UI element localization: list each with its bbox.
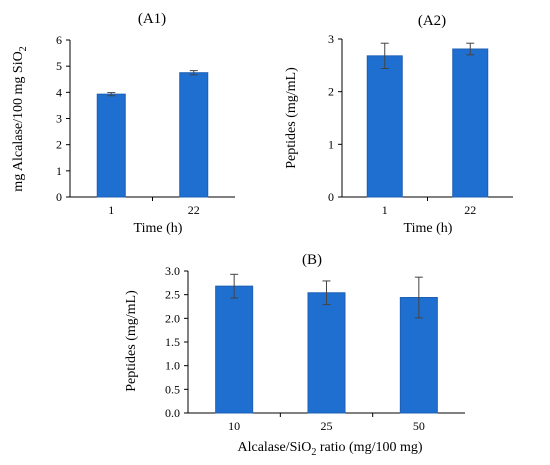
bar xyxy=(179,72,209,198)
error-bar xyxy=(107,92,116,97)
y-tick-label: 2.5 xyxy=(165,288,180,302)
error-bar xyxy=(414,276,423,319)
x-tick-label: 25 xyxy=(321,419,333,433)
x-axis-label: Time (h) xyxy=(134,221,183,236)
bar xyxy=(215,285,254,414)
x-axis-label: Alcalase/SiO2 ratio (mg/100 mg) xyxy=(237,440,422,458)
x-axis-label: Time (h) xyxy=(404,221,453,236)
y-tick-label: 0.5 xyxy=(165,382,180,396)
y-tick-label: 3 xyxy=(56,112,62,126)
y-tick-label: 3.0 xyxy=(165,264,180,278)
chart-title: (B) xyxy=(302,252,322,268)
y-axis-label: Peptides (mg/mL) xyxy=(284,67,299,169)
y-tick-label: 0.0 xyxy=(165,406,180,420)
bar xyxy=(307,292,346,414)
error-bar xyxy=(322,280,331,306)
y-tick-label: 6 xyxy=(56,33,62,47)
chart-panel-a1: (A1) mg Alcalase/100 mg SiO2 Time (h) 0 1… xyxy=(11,11,235,236)
x-tick-label: 10 xyxy=(228,419,240,433)
chart-panel-b: (B) Peptides (mg/mL) Alcalase/SiO2 ratio… xyxy=(124,252,465,458)
y-tick-label: 4 xyxy=(56,85,62,99)
x-tick-label: 1 xyxy=(382,203,388,217)
y-tick-label: 0 xyxy=(328,190,334,204)
x-tick-label: 22 xyxy=(464,203,476,217)
error-bar xyxy=(230,273,239,299)
y-tick-label: 0 xyxy=(56,190,62,204)
chart-title: (A2) xyxy=(418,13,446,29)
y-tick-label: 1 xyxy=(56,164,62,178)
error-bar xyxy=(189,70,198,76)
y-tick-label: 2 xyxy=(56,138,62,152)
error-bar xyxy=(466,42,475,56)
y-tick-label: 2 xyxy=(328,85,334,99)
bar xyxy=(96,93,126,198)
y-tick-label: 1.0 xyxy=(165,359,180,373)
bar xyxy=(366,55,403,198)
x-tick-label: 50 xyxy=(413,419,425,433)
y-tick-label: 5 xyxy=(56,59,62,73)
x-tick-label: 22 xyxy=(188,203,200,217)
y-tick-label: 2.0 xyxy=(165,311,180,325)
y-axis-label: mg Alcalase/100 mg SiO2 xyxy=(11,46,29,191)
chart-title: (A1) xyxy=(138,11,166,27)
y-tick-label: 1 xyxy=(328,137,334,151)
error-bar xyxy=(380,42,389,69)
bar xyxy=(452,48,489,198)
x-tick-label: 1 xyxy=(108,203,114,217)
y-axis-label: Peptides (mg/mL) xyxy=(124,290,139,392)
y-tick-label: 1.5 xyxy=(165,335,180,349)
y-tick-label: 3 xyxy=(328,32,334,46)
chart-panel-a2: (A2) Peptides (mg/mL) Time (h) 0 1 2 3 1 22 xyxy=(284,13,513,236)
